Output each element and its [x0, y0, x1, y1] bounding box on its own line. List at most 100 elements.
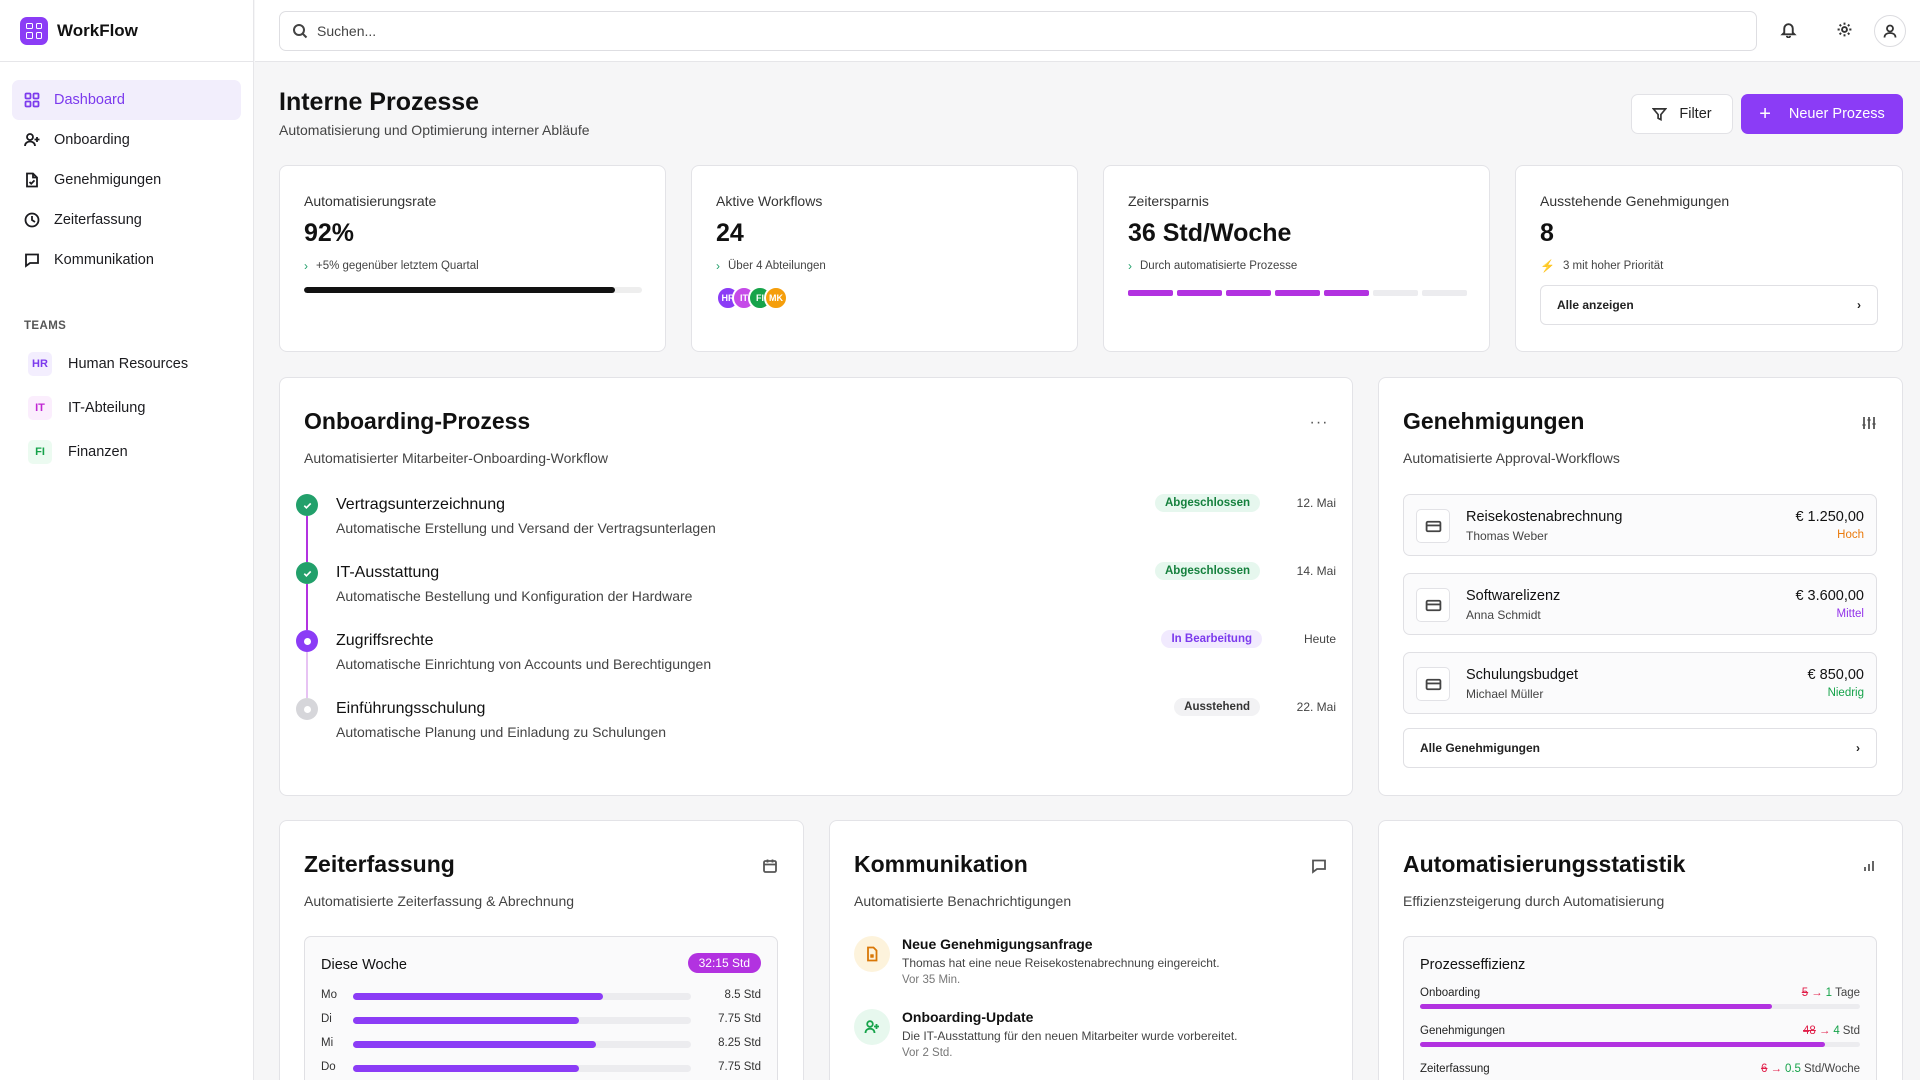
- filter-button[interactable]: Filter: [1631, 94, 1733, 134]
- settings-button[interactable]: [1833, 18, 1855, 40]
- onboarding-step[interactable]: Einführungsschulung Automatische Planung…: [296, 698, 1336, 766]
- communication-title: Kommunikation: [854, 851, 1028, 877]
- team-item-it[interactable]: IT IT-Abteilung: [0, 386, 253, 430]
- approval-priority: Mittel: [1836, 608, 1864, 620]
- approval-priority: Hoch: [1837, 529, 1864, 541]
- nav-item-kommunikation[interactable]: Kommunikation: [12, 240, 241, 280]
- approval-priority: Niedrig: [1827, 687, 1864, 699]
- progress-segment: [1226, 290, 1271, 296]
- notification-title: Onboarding-Update: [902, 1009, 1034, 1025]
- onboarding-card: Onboarding-Prozess Automatisierter Mitar…: [279, 377, 1353, 796]
- statistics-card: Automatisierungsstatistik Effizienzsteig…: [1378, 820, 1903, 1080]
- notification-text: Die IT-Ausstattung für den neuen Mitarbe…: [902, 1029, 1238, 1043]
- nav-item-genehmigungen[interactable]: Genehmigungen: [12, 160, 241, 200]
- efficiency-row: Genehmigungen 48 → 4 Std: [1420, 1025, 1860, 1051]
- progress-segment: [1128, 290, 1173, 296]
- step-title: Einführungsschulung: [336, 700, 486, 717]
- efficiency-bar-fill: [1420, 1004, 1772, 1009]
- team-badge: HR: [28, 352, 52, 376]
- stat-note: › Über 4 Abteilungen: [716, 259, 826, 273]
- more-options-button[interactable]: ···: [1310, 414, 1328, 432]
- status-badge: Ausstehend: [1174, 698, 1260, 716]
- timetracking-title: Zeiterfassung: [304, 851, 455, 877]
- notification-text: Thomas hat eine neue Reisekostenabrechnu…: [902, 956, 1220, 970]
- day-hours: 7.75 Std: [718, 1061, 761, 1073]
- nav-label: Zeiterfassung: [54, 212, 142, 228]
- calendar-button[interactable]: [761, 857, 779, 875]
- approval-amount: € 850,00: [1807, 667, 1864, 683]
- day-label: Do: [321, 1061, 336, 1073]
- efficiency-values: 6 → 0.5 Std/Woche: [1761, 1063, 1860, 1075]
- day-bar-fill: [353, 1041, 597, 1048]
- day-label: Mo: [321, 989, 337, 1001]
- approval-title: Softwarelizenz: [1466, 588, 1561, 604]
- gear-icon: [1837, 22, 1851, 36]
- efficiency-values: 48 → 4 Std: [1803, 1025, 1860, 1037]
- progress-segment: [1177, 290, 1222, 296]
- messages-button[interactable]: [1310, 857, 1328, 875]
- chart-button[interactable]: [1860, 857, 1878, 875]
- step-description: Automatische Planung und Einladung zu Sc…: [336, 724, 667, 740]
- check-circle-icon: [296, 562, 318, 584]
- timetracking-card: Zeiterfassung Automatisierte Zeiterfassu…: [279, 820, 804, 1080]
- stat-label: Aktive Workflows: [716, 193, 823, 209]
- stat-label: Automatisierungsrate: [304, 193, 437, 209]
- credit-card-icon: [1416, 588, 1450, 622]
- onboarding-step[interactable]: Vertragsunterzeichnung Automatische Erst…: [296, 494, 1336, 562]
- approval-title: Schulungsbudget: [1466, 667, 1579, 683]
- user-menu-button[interactable]: [1874, 15, 1906, 47]
- team-item-hr[interactable]: HR Human Resources: [0, 342, 253, 386]
- stat-label: Ausstehende Genehmigungen: [1540, 193, 1730, 209]
- onboarding-step[interactable]: IT-Ausstattung Automatische Bestellung u…: [296, 562, 1336, 630]
- new-process-button[interactable]: + Neuer Prozess: [1741, 94, 1903, 134]
- stat-card-workflows: Aktive Workflows 24 › Über 4 Abteilungen …: [691, 165, 1078, 352]
- show-all-label: Alle anzeigen: [1557, 298, 1634, 312]
- app-name: WorkFlow: [57, 20, 138, 40]
- status-badge: Abgeschlossen: [1155, 494, 1260, 512]
- team-item-fi[interactable]: FI Finanzen: [0, 430, 253, 474]
- nav-item-zeiterfassung[interactable]: Zeiterfassung: [12, 200, 241, 240]
- step-title: IT-Ausstattung: [336, 564, 440, 581]
- approval-item[interactable]: Schulungsbudget Michael Müller € 850,00 …: [1403, 652, 1877, 714]
- notification-item[interactable]: Neue Genehmigungsanfrage Thomas hat eine…: [854, 936, 1334, 996]
- stat-card-time-saving: Zeitersparnis 36 Std/Woche › Durch automa…: [1103, 165, 1490, 352]
- nav-item-onboarding[interactable]: Onboarding: [12, 120, 241, 160]
- day-row: Do 7.75 Std: [321, 1059, 761, 1075]
- notifications-button[interactable]: [1777, 18, 1799, 40]
- plus-icon: +: [1759, 103, 1771, 125]
- onboarding-step[interactable]: Zugriffsrechte Automatische Einrichtung …: [296, 630, 1336, 698]
- nav-item-dashboard[interactable]: Dashboard: [12, 80, 241, 120]
- efficiency-label: Zeiterfassung: [1420, 1063, 1490, 1075]
- team-badge: FI: [28, 440, 52, 464]
- show-all-button[interactable]: Alle anzeigen ›: [1540, 285, 1878, 325]
- day-label: Di: [321, 1013, 332, 1025]
- adjust-button[interactable]: [1860, 414, 1878, 432]
- approval-person: Michael Müller: [1466, 687, 1544, 701]
- approval-item[interactable]: Softwarelizenz Anna Schmidt € 3.600,00 M…: [1403, 573, 1877, 635]
- day-bar-fill: [353, 1017, 580, 1024]
- progress-segment: [1275, 290, 1320, 296]
- page-title: Interne Prozesse: [279, 88, 480, 116]
- notification-item[interactable]: Onboarding-Update Die IT-Ausstattung für…: [854, 1009, 1334, 1069]
- message-icon: [1312, 859, 1326, 874]
- day-row: Di 7.75 Std: [321, 1011, 761, 1027]
- nav-label: Onboarding: [54, 132, 130, 148]
- search-icon: [293, 24, 308, 39]
- all-approvals-button[interactable]: Alle Genehmigungen ›: [1403, 728, 1877, 768]
- statistics-title: Automatisierungsstatistik: [1403, 851, 1686, 877]
- stat-note: › +5% gegenüber letztem Quartal: [304, 259, 479, 273]
- approval-person: Anna Schmidt: [1466, 608, 1541, 622]
- brand[interactable]: WorkFlow: [0, 0, 253, 62]
- statistics-subtitle: Effizienzsteigerung durch Automatisierun…: [1403, 893, 1665, 909]
- avatar[interactable]: MK: [764, 286, 788, 310]
- efficiency-bar: [1420, 1042, 1860, 1047]
- stat-note-text: Durch automatisierte Prozesse: [1140, 260, 1298, 272]
- message-icon: [24, 252, 40, 268]
- chevron-right-icon: ›: [1857, 298, 1861, 312]
- search-input[interactable]: [317, 23, 1717, 39]
- status-badge: Abgeschlossen: [1155, 562, 1260, 580]
- unit: Tage: [1835, 987, 1860, 999]
- efficiency-title: Prozesseffizienz: [1420, 957, 1526, 973]
- approval-item[interactable]: Reisekostenabrechnung Thomas Weber € 1.2…: [1403, 494, 1877, 556]
- search-bar[interactable]: [279, 11, 1757, 51]
